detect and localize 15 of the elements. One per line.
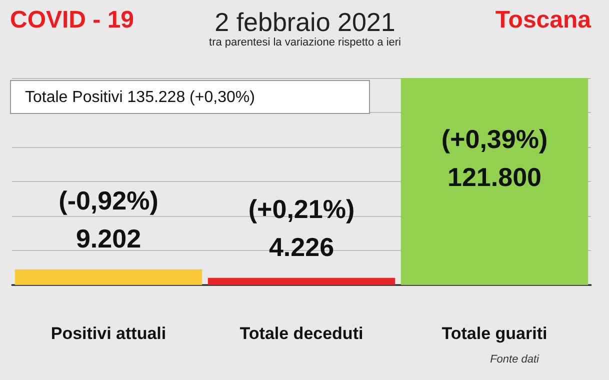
data-label: 9.202 — [76, 223, 142, 254]
text: COVID - 19 — [10, 6, 134, 34]
annotation: (-0,92%) — [58, 185, 158, 216]
annotation: (+0,39%) — [441, 124, 548, 154]
text: Toscana — [495, 6, 592, 34]
text-box: Totale Positivi 135.228 (+0,30%) — [10, 80, 370, 114]
x-tick-label: Totale deceduti — [240, 324, 364, 343]
data-label: 4.226 — [268, 232, 334, 262]
x-tick-label: Totale guariti — [442, 324, 548, 343]
chart-subtitle: tra parentesi la variazione rispetto a ieri — [209, 36, 401, 48]
x-tick-label: Positivi attuali — [50, 324, 166, 343]
chart-title: 2 febbraio 2021 — [214, 7, 396, 37]
data-label: 121.800 — [448, 162, 542, 192]
annotation: (+0,21%) — [248, 194, 355, 224]
source-note: Fonte dati — [490, 354, 540, 366]
